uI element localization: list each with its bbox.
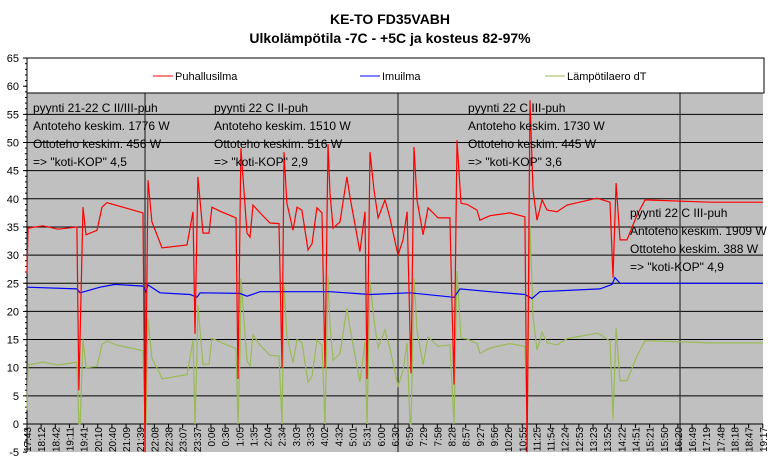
x-tick-label: 10:26 <box>504 427 515 452</box>
y-tick-label: 45 <box>7 166 19 178</box>
x-tick-label: 7:29 <box>419 427 430 447</box>
x-tick-label: 8:28 <box>448 427 459 447</box>
y-tick-label: 50 <box>7 138 19 150</box>
x-tick-label: 12:24 <box>561 427 572 452</box>
x-tick-label: 3:03 <box>292 427 303 447</box>
x-tick-label: 10:55 <box>518 427 529 452</box>
x-tick-label: 1:05 <box>235 427 246 447</box>
series-line-puhallusilma <box>26 100 763 453</box>
x-tick-label: 6:59 <box>405 427 416 447</box>
x-tick-label: 9:56 <box>490 427 501 447</box>
x-tick-label: 7:58 <box>433 427 444 447</box>
y-tick-label: 10 <box>7 363 19 375</box>
y-tick-label: 65 <box>7 53 19 65</box>
y-tick-label: 55 <box>7 109 19 121</box>
x-tick-label: 16:20 <box>674 427 685 452</box>
y-tick-label: 15 <box>7 335 19 347</box>
chart-subtitle: Ulkolämpötila -7C - +5C ja kosteus 82-97… <box>249 30 531 46</box>
x-tick-label: 4:02 <box>320 427 331 447</box>
x-tick-label: 21:09 <box>122 427 133 452</box>
x-tick-label: 12:53 <box>575 427 586 452</box>
y-tick-label: 5 <box>13 391 19 403</box>
x-tick-label: 15:50 <box>660 427 671 452</box>
x-tick-label: 0:06 <box>207 427 218 447</box>
x-tick-label: 18:47 <box>745 427 756 452</box>
x-tick-label: 18:42 <box>51 427 62 452</box>
x-tick-label: 9:27 <box>476 427 487 447</box>
x-tick-label: 13:23 <box>589 427 600 452</box>
legend-label-imuilma: Imuilma <box>382 71 421 83</box>
chart-title: KE-TO FD35VABH <box>330 11 450 27</box>
x-tick-label: 17:43 <box>23 427 34 452</box>
x-tick-label: 13:52 <box>603 427 614 452</box>
x-tick-label: 2:34 <box>278 427 289 447</box>
legend-box <box>26 57 765 94</box>
x-tick-label: 6:00 <box>377 427 388 447</box>
legend: Puhallusilma Imuilma Lämpötilaero dT <box>26 57 765 94</box>
x-tick-label: 22:08 <box>150 427 161 452</box>
x-tick-label: 14:22 <box>617 427 628 452</box>
x-tick-label: 19:11 <box>65 427 76 452</box>
x-tick-label: 2:04 <box>264 427 275 447</box>
x-tick-label: 5:31 <box>363 427 374 447</box>
x-tick-label: 23:07 <box>179 427 190 452</box>
x-tick-label: 19:17 <box>759 427 770 452</box>
y-tick-label: 25 <box>7 278 19 290</box>
annotation-4: pyynti 22 C III-puh Antoteho keskim. 190… <box>630 206 770 274</box>
y-tick-label: 35 <box>7 222 19 234</box>
x-tick-label: 20:40 <box>108 427 119 452</box>
x-tick-label: 17:19 <box>702 427 713 452</box>
x-tick-label: 18:12 <box>37 427 48 452</box>
legend-label-dt: Lämpötilaero dT <box>567 71 647 83</box>
x-tick-label: 15:21 <box>646 427 657 452</box>
y-tick-label: 0 <box>13 419 19 431</box>
y-tick-label: 30 <box>7 250 19 262</box>
x-tick-label: 11:25 <box>532 427 543 452</box>
x-tick-label: 17:48 <box>716 427 727 452</box>
annotation-2: pyynti 22 C II-puh Antoteho keskim. 1510… <box>214 101 354 169</box>
x-tick-label: 23:37 <box>193 427 204 452</box>
x-tick-label: 19:41 <box>80 427 91 452</box>
x-tick-label: 21:39 <box>136 427 147 452</box>
annotation-3: pyynti 22 C III-puh Antoteho keskim. 173… <box>468 101 608 169</box>
x-tick-label: 18:18 <box>731 427 742 452</box>
y-tick-label: -5 <box>9 447 19 459</box>
x-tick-label: 3:33 <box>306 427 317 447</box>
x-tick-label: 0:36 <box>221 427 232 447</box>
y-tick-label: 20 <box>7 306 19 318</box>
series-line-imuilma <box>26 276 763 300</box>
series-line-lampotilaero <box>26 226 763 425</box>
x-tick-label: 14:51 <box>631 427 642 452</box>
x-tick-label: 20:10 <box>94 427 105 452</box>
x-tick-label: 4:32 <box>334 427 345 447</box>
y-tick-label: 60 <box>7 81 19 93</box>
x-tick-label: 5:01 <box>348 427 359 447</box>
x-tick-label: 16:49 <box>688 427 699 452</box>
x-tick-label: 11:54 <box>547 427 558 452</box>
x-tick-label: 22:38 <box>165 427 176 452</box>
legend-label-puhallusilma: Puhallusilma <box>175 71 238 83</box>
x-tick-label: 6:30 <box>391 427 402 447</box>
x-tick-label: 1:35 <box>249 427 260 447</box>
y-tick-label: 40 <box>7 194 19 206</box>
x-tick-label: 8:57 <box>462 427 473 447</box>
annotation-1: pyynti 21-22 C II/III-puh Antoteho keski… <box>33 101 173 169</box>
